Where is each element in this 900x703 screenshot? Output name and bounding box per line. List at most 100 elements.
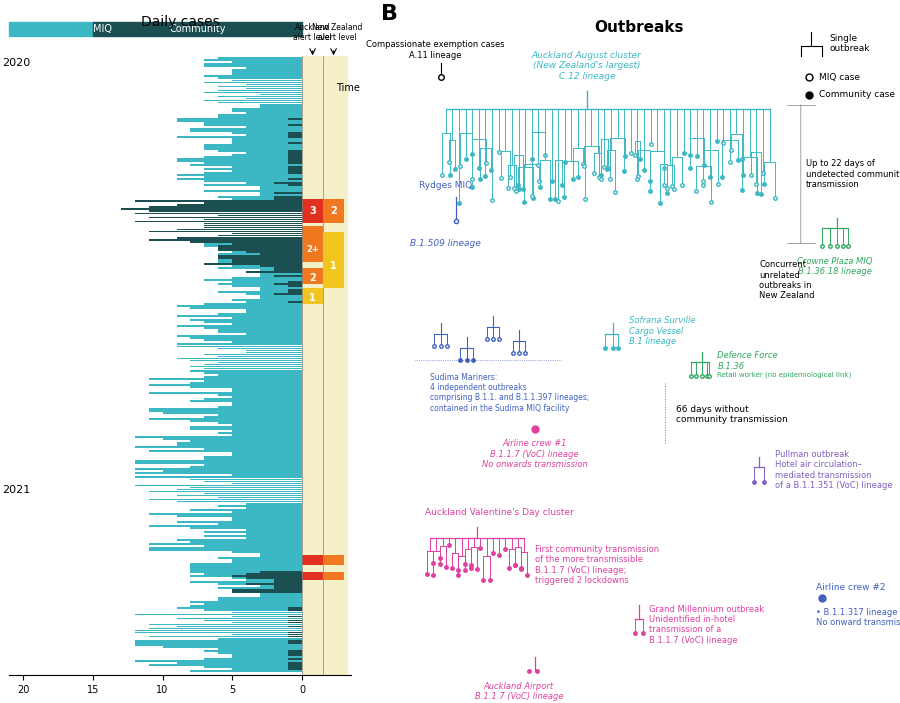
Bar (219, 214, 302, 217)
Bar (176, 325, 302, 327)
Bar (204, 223, 302, 224)
Bar (204, 162, 302, 164)
Bar (176, 228, 302, 231)
Bar (135, 632, 302, 633)
Bar (204, 531, 302, 533)
Text: 2020: 2020 (2, 58, 31, 68)
Bar (204, 303, 302, 305)
Bar (176, 305, 302, 307)
Bar (247, 182, 302, 184)
Text: MIQ: MIQ (93, 24, 112, 34)
Bar (232, 511, 302, 512)
Bar (204, 146, 302, 148)
Text: Community case: Community case (819, 91, 896, 99)
Bar (232, 589, 302, 591)
Bar (191, 240, 302, 243)
Bar (219, 600, 302, 601)
Bar (176, 515, 302, 517)
Bar (288, 610, 302, 612)
Bar (260, 593, 302, 595)
Bar (135, 614, 302, 615)
Bar (302, 56, 346, 675)
Bar (247, 301, 302, 303)
Bar (219, 587, 302, 589)
Bar (260, 586, 302, 587)
Bar (232, 170, 302, 172)
Bar (204, 263, 302, 265)
Bar (219, 496, 302, 498)
Bar (148, 498, 302, 501)
Bar (219, 331, 302, 333)
Bar (191, 670, 302, 672)
Bar (93, 22, 302, 36)
Bar (232, 616, 302, 617)
Text: Auckland Airport
B.1.1.7 (VoC) lineage: Auckland Airport B.1.1.7 (VoC) lineage (474, 682, 563, 702)
Bar (204, 658, 302, 659)
Bar (204, 416, 302, 418)
Bar (247, 583, 302, 585)
Bar (204, 124, 302, 126)
Bar (274, 267, 302, 269)
Bar (204, 75, 302, 77)
Bar (191, 370, 302, 371)
Bar (219, 77, 302, 79)
Text: 1: 1 (330, 261, 337, 271)
Bar (191, 575, 302, 577)
Bar (260, 104, 302, 105)
Text: Sofrana Surville
Cargo Vessel
B.1 lineage: Sofrana Surville Cargo Vessel B.1 lineag… (628, 316, 695, 346)
Bar (232, 166, 302, 168)
Text: 2: 2 (310, 273, 316, 283)
Bar (247, 251, 302, 252)
Bar (232, 61, 302, 63)
Bar (204, 180, 302, 182)
Bar (288, 666, 302, 668)
Bar (232, 430, 302, 432)
Bar (247, 112, 302, 114)
Bar (204, 279, 302, 280)
Bar (219, 221, 302, 222)
Bar (204, 603, 302, 605)
Bar (288, 154, 302, 156)
Bar (191, 426, 302, 428)
Text: 66 days without
community transmission: 66 days without community transmission (676, 405, 788, 425)
Bar (288, 650, 302, 652)
Bar (219, 253, 302, 254)
Bar (191, 567, 302, 569)
Bar (148, 392, 302, 394)
Text: Sudima Mariners:
4 independent outbreaks
comprising B.1.1. and B.1.1.397 lineage: Sudima Mariners: 4 independent outbreaks… (430, 373, 590, 413)
Bar (191, 337, 302, 340)
Bar (260, 105, 302, 108)
Bar (191, 572, 302, 573)
Bar (204, 148, 302, 150)
Bar (191, 400, 302, 401)
Bar (191, 563, 302, 565)
Bar (302, 268, 323, 284)
Bar (260, 257, 302, 259)
Text: Rydges MIQ: Rydges MIQ (419, 181, 472, 190)
Text: Retail worker (no epidemiological link): Retail worker (no epidemiological link) (717, 371, 851, 378)
Bar (9, 22, 93, 36)
Bar (260, 297, 302, 299)
Bar (204, 82, 302, 84)
Bar (204, 63, 302, 65)
Bar (247, 98, 302, 99)
Bar (232, 434, 302, 436)
Bar (260, 289, 302, 291)
Bar (191, 307, 302, 309)
Bar (191, 569, 302, 571)
Bar (260, 217, 302, 219)
Bar (191, 382, 302, 384)
Bar (232, 559, 302, 561)
Bar (176, 205, 302, 206)
Bar (204, 219, 302, 220)
Bar (204, 243, 302, 245)
Bar (204, 176, 302, 178)
Text: Up to 22 days of
undetected community
transmission: Up to 22 days of undetected community tr… (806, 160, 900, 189)
Bar (260, 253, 302, 254)
Bar (219, 314, 302, 315)
Bar (232, 142, 302, 144)
Bar (288, 281, 302, 283)
Bar (204, 224, 302, 226)
Bar (204, 191, 302, 192)
Bar (219, 394, 302, 396)
